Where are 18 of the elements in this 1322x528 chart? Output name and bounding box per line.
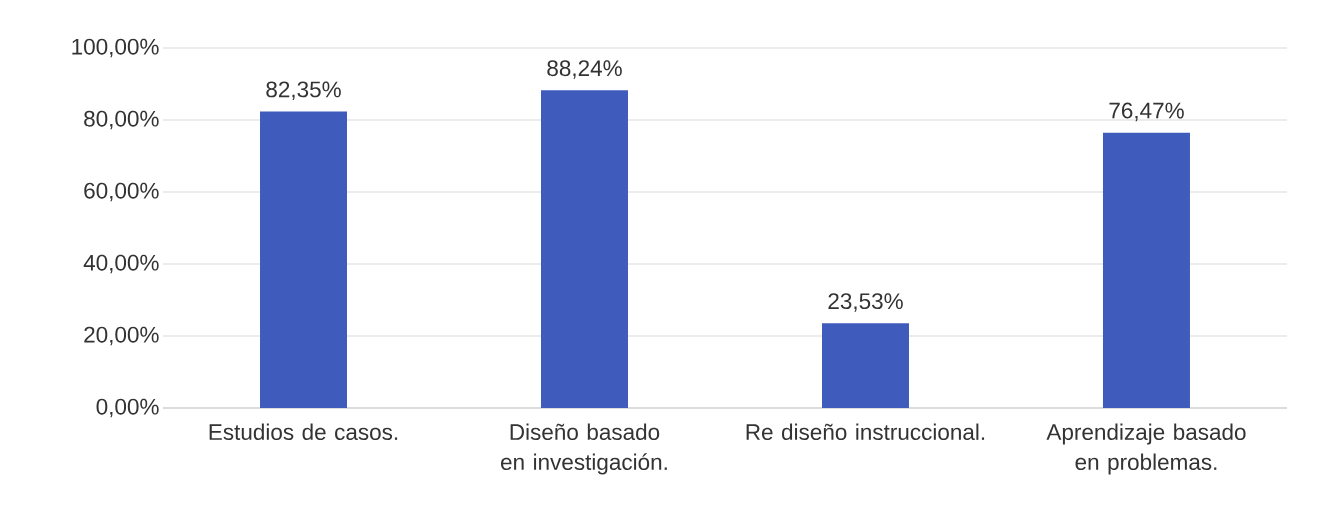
x-tick-label: Re diseño instruccional. (746, 423, 985, 441)
data-label: 88,24% (547, 60, 622, 79)
data-label: 76,47% (1109, 102, 1184, 122)
bar (260, 111, 347, 408)
y-tick-label: 60,00% (84, 182, 159, 202)
data-label: 82,35% (266, 81, 341, 101)
y-tick-label: 40,00% (83, 254, 159, 274)
x-tick-label: Aprendizaje basado en problemas. (1046, 423, 1246, 475)
data-label: 23,53% (828, 293, 903, 312)
bar (540, 90, 628, 408)
bar (821, 323, 909, 408)
bar (1102, 132, 1190, 408)
y-tick-label: 100,00% (72, 38, 159, 58)
y-tick-label: 80,00% (84, 110, 159, 130)
y-tick-label: 0,00% (96, 398, 159, 418)
x-tick-label: Diseño basado en investigación. (501, 423, 667, 475)
x-tick-label: Estudios de casos. (209, 423, 398, 441)
y-tick-label: 20,00% (84, 326, 159, 346)
